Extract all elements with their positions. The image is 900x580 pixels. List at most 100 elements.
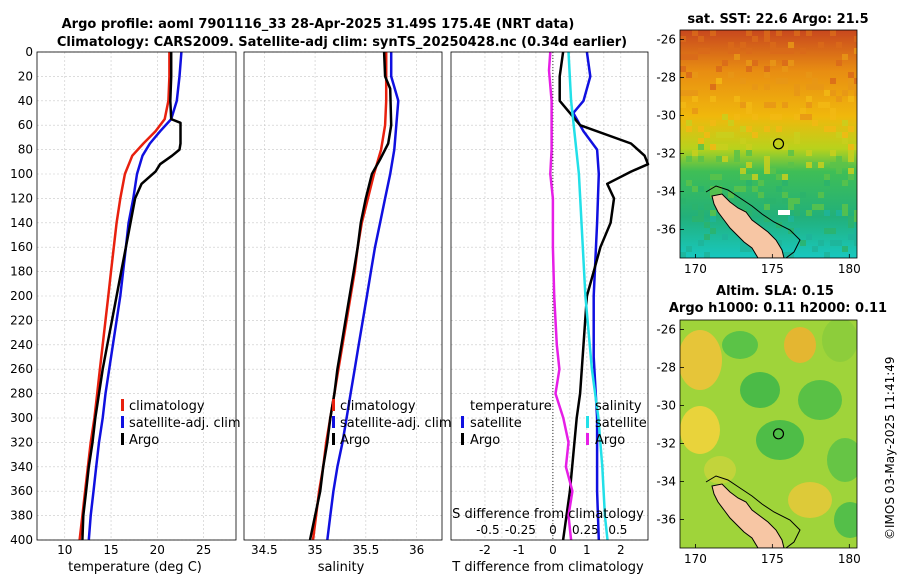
temperature-series-satellite-adj-clim [87,51,183,541]
salinity-legend-swatch [332,416,335,428]
temperature-xtick-label: 10 [57,543,72,557]
sst-pixel [806,150,812,156]
salinity-axes-frame [243,51,443,541]
sst-pixel [716,78,722,84]
map-ytick-label: -26 [656,33,676,47]
temperature-legend-label: Argo [129,433,159,448]
sst-pixel [788,252,794,258]
sst-pixel [680,54,686,60]
map-ytick-label: -34 [656,475,676,489]
sst-pixel [788,42,794,48]
difference-xtick-label: 0 [549,543,557,557]
sst-pixel [686,126,692,132]
sst-pixel [692,96,698,102]
sla-anomaly-blob [788,482,832,518]
sst-pixel [848,84,854,90]
argo-float-marker [772,138,785,150]
sst-pixel [812,78,818,84]
sst-pixel [698,138,704,144]
sst-pixel [692,150,698,156]
sst-pixel [794,114,800,120]
salinity-series-argo [308,51,393,541]
sla-anomaly-blob [827,438,857,482]
sst-pixel [788,60,794,66]
salinity-legend-swatch [332,399,335,411]
coastline-contour [705,185,801,258]
sst-pixel [776,186,782,192]
sst-pixel [794,90,800,96]
sst-pixel [722,114,728,120]
sst-pixel [764,162,770,168]
sst-pixel [710,144,716,150]
sst-pixel [680,102,686,108]
diff-legend-left-label: Argo [470,433,500,448]
sst-pixel [848,234,854,240]
s-difference-tick-label: -0.5 [476,523,499,537]
sla-map-frame [679,319,858,549]
salinity-xlabel: salinity [318,560,365,575]
sst-pixel [782,66,788,72]
sst-pixel [854,216,857,222]
sst-pixel [746,144,752,150]
sst-pixel [824,252,830,258]
sst-pixel [692,108,698,114]
sst-pixel [776,126,782,132]
sst-pixel [698,156,704,162]
sst-pixel [806,30,812,36]
sst-pixel [746,180,752,186]
sla-anomaly-blobs [680,320,857,538]
sst-pixel [800,240,806,246]
sst-pixel [686,54,692,60]
sst-pixel [776,78,782,84]
depth-tick-label: 140 [10,216,33,230]
map-ytick-label: -30 [656,399,676,413]
difference-axes-frame [450,51,649,541]
salinity-legend-label: satellite-adj. clim [340,416,452,431]
sst-pixel [854,210,857,216]
depth-tick-label: 80 [18,143,33,157]
sst-pixel [680,36,686,42]
sla-anomaly-blob [704,456,736,484]
sst-pixel [716,132,722,138]
sst-pixel [776,114,782,120]
sst-pixel [776,30,782,36]
sst-pixel [788,216,794,222]
difference-xtick-label: -1 [513,543,525,557]
sst-pixel [782,192,788,198]
sst-pixel [854,240,857,246]
sst-pixel [830,240,836,246]
sst-pixel [692,54,698,60]
sst-pixel [842,90,848,96]
sst-pixel [848,150,854,156]
salinity-xtick-label: 35 [307,543,322,557]
sst-pixel [770,138,776,144]
sst-pixel [764,198,770,204]
sst-pixel [788,150,794,156]
sst-pixel [734,96,740,102]
temperature-xtick-label: 20 [150,543,165,557]
sst-pixel [806,210,812,216]
sst-pixel [698,186,704,192]
sst-pixel [680,198,686,204]
salinity-panel: 34.5 35 35.5 36 climatology satellite-adj. cl… [243,51,452,557]
map-xtick-label: 170 [684,552,707,566]
sst-pixel [800,108,806,114]
sst-pixel [848,174,854,180]
sst-pixel [830,126,836,132]
s-difference-tick-label: -0.25 [505,523,536,537]
sst-pixel [764,216,770,222]
depth-tick-label: 260 [10,362,33,376]
sst-pixel [788,162,794,168]
map-xtick-label: 175 [761,552,784,566]
depth-tick-label: 100 [10,167,33,181]
sst-pixel [686,246,692,252]
sst-pixel [692,186,698,192]
salinity-xtick-label: 34.5 [251,543,278,557]
sst-pixel [812,204,818,210]
sst-pixel [836,96,842,102]
difference-xtick-label: 2 [617,543,625,557]
temperature-xtick-label: 25 [196,543,211,557]
sst-pixel [734,48,740,54]
sst-pixel [692,72,698,78]
sst-pixel [764,66,770,72]
